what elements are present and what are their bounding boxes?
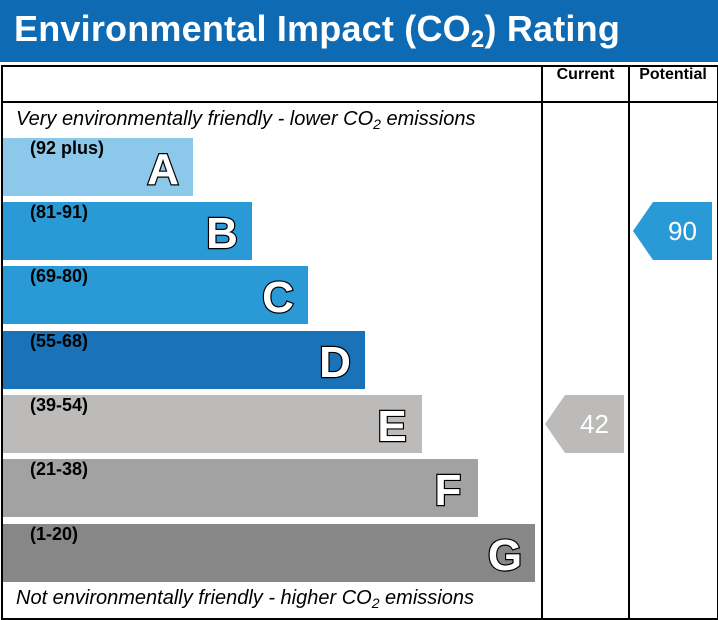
potential-column-divider (628, 65, 630, 618)
current-column-divider (541, 65, 543, 618)
rating-band-g: (1-20) G (3, 524, 535, 582)
current-arrow-shape (545, 395, 624, 453)
chart-title: Environmental Impact (CO2) Rating (14, 8, 621, 53)
current-rating-value: 42 (580, 409, 609, 439)
rating-band-c: (69-80) C (3, 266, 308, 324)
band-letter: E (376, 401, 408, 452)
current-rating-arrow: 42 (545, 395, 624, 453)
rating-band-d: (55-68) D (3, 331, 365, 389)
potential-column-header: Potential (639, 66, 707, 83)
band-range-label: (81-91) (30, 202, 89, 222)
band-range-label: (39-54) (30, 395, 89, 415)
potential-rating-value: 90 (668, 216, 697, 246)
band-letter: G (487, 530, 524, 581)
band-letter-text: D (319, 338, 351, 387)
band-letter-text: C (262, 273, 294, 322)
band-letter: D (318, 337, 352, 388)
potential-arrow-shape (633, 202, 712, 260)
band-letter: F (433, 465, 462, 516)
band-range-label: (1-20) (30, 524, 79, 544)
band-letter-text: F (435, 466, 462, 515)
band-letter: B (205, 208, 239, 259)
rating-band-e: (39-54) E (3, 395, 422, 453)
rating-band-a: (92 plus) A (3, 138, 193, 196)
current-column-header: Current (556, 66, 615, 83)
band-letter-text: G (488, 531, 522, 580)
bottom-caption: Not environmentally friendly - higher CO… (16, 587, 474, 611)
top-caption: Very environmentally friendly - lower CO… (16, 108, 476, 132)
potential-rating-arrow: 90 (633, 202, 712, 260)
chart-header: Environmental Impact (CO2) Rating (0, 0, 718, 62)
band-range-label: (55-68) (30, 331, 89, 351)
header-row-divider (1, 101, 717, 103)
rating-band-b: (81-91) B (3, 202, 252, 260)
band-letter-text: B (206, 209, 238, 258)
band-range-label: (69-80) (30, 266, 89, 286)
band-range-label: (92 plus) (30, 138, 105, 158)
band-letter: C (261, 272, 295, 323)
rating-band-f: (21-38) F (3, 459, 478, 517)
band-letter: A (146, 144, 180, 195)
band-letter-text: A (147, 145, 179, 194)
band-range-label: (21-38) (30, 459, 89, 479)
band-letter-text: E (377, 402, 406, 451)
